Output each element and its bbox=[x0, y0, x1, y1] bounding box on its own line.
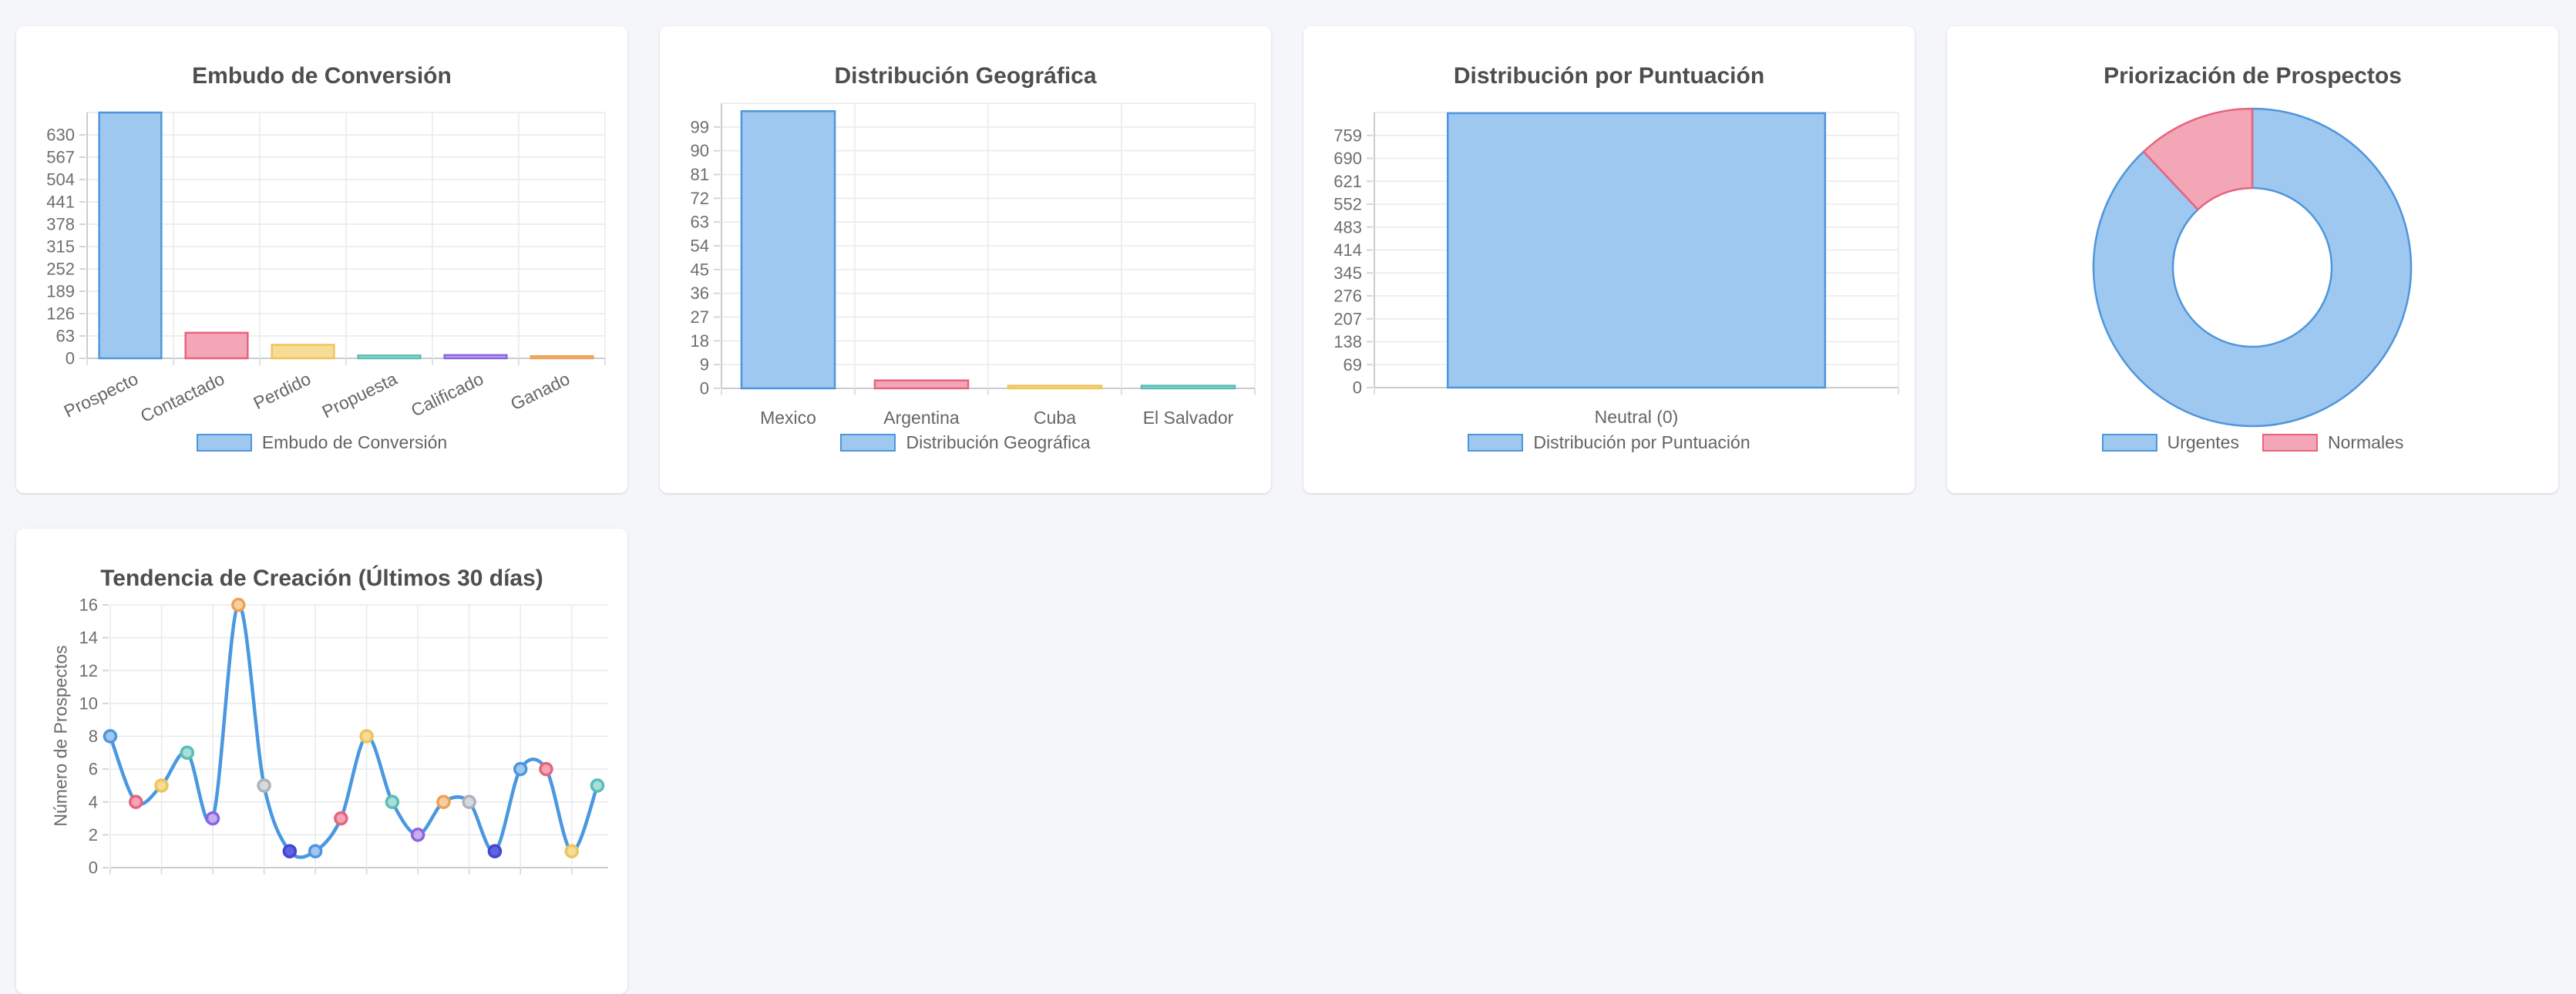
svg-text:552: 552 bbox=[1333, 195, 1362, 214]
creation-trend-chart-canvas[interactable]: 0 2 4 6 8 10 12 14 16 bbox=[16, 529, 627, 994]
charts-row-top: Embudo de Conversión 0 63 126 189 252 315 378 4… bbox=[16, 26, 2558, 493]
svg-text:0: 0 bbox=[89, 858, 98, 878]
legend-item[interactable]: Distribución por Puntuación bbox=[1468, 432, 1750, 453]
svg-text:Argentina: Argentina bbox=[883, 408, 960, 428]
creation-trend-card: Tendencia de Creación (Últimos 30 días) … bbox=[16, 529, 627, 994]
chart-legend: Distribución por Puntuación bbox=[1303, 432, 1915, 453]
svg-text:759: 759 bbox=[1333, 126, 1362, 145]
chart-legend: Urgentes Normales bbox=[1947, 432, 2558, 453]
svg-text:Calificado: Calificado bbox=[408, 368, 486, 421]
svg-text:63: 63 bbox=[691, 213, 709, 232]
svg-text:Contactado: Contactado bbox=[137, 368, 227, 426]
svg-text:36: 36 bbox=[691, 284, 709, 303]
svg-text:99: 99 bbox=[691, 117, 709, 136]
y-axis-title: Número de Prospectos bbox=[50, 645, 71, 827]
geographic-distribution-card: Distribución Geográfica 0 9 18 27 36 45 54 63 72… bbox=[660, 26, 1271, 493]
svg-text:8: 8 bbox=[89, 727, 98, 746]
legend-swatch bbox=[2101, 434, 2157, 452]
legend-label: Distribución Geográfica bbox=[906, 432, 1091, 452]
svg-text:138: 138 bbox=[1333, 332, 1362, 351]
svg-text:Propuesta: Propuesta bbox=[319, 368, 401, 421]
chart-title: Tendencia de Creación (Últimos 30 días) bbox=[100, 566, 543, 591]
svg-text:45: 45 bbox=[691, 260, 709, 279]
svg-text:27: 27 bbox=[691, 307, 709, 327]
svg-text:Prospecto: Prospecto bbox=[61, 368, 141, 421]
svg-text:72: 72 bbox=[691, 189, 709, 208]
svg-text:10: 10 bbox=[79, 693, 98, 713]
prospect-priority-donut-canvas[interactable] bbox=[1947, 26, 2558, 493]
svg-text:6: 6 bbox=[89, 760, 98, 779]
legend-label: Normales bbox=[2327, 432, 2404, 452]
svg-text:567: 567 bbox=[46, 148, 75, 167]
svg-text:12: 12 bbox=[79, 661, 98, 680]
legend-item-urgentes[interactable]: Urgentes bbox=[2101, 432, 2239, 453]
chart-title: Embudo de Conversión bbox=[192, 63, 452, 89]
svg-text:63: 63 bbox=[56, 327, 75, 346]
legend-swatch bbox=[2262, 434, 2318, 452]
chart-legend: Embudo de Conversión bbox=[16, 432, 627, 453]
svg-text:345: 345 bbox=[1333, 264, 1362, 283]
svg-text:El Salvador: El Salvador bbox=[1143, 408, 1234, 428]
svg-text:315: 315 bbox=[46, 237, 75, 257]
conversion-funnel-chart-canvas[interactable]: 063126189252315378441504567630ProspectoC… bbox=[16, 26, 627, 493]
chart-title: Distribución Geográfica bbox=[834, 63, 1097, 89]
svg-text:483: 483 bbox=[1333, 217, 1362, 237]
chart-title: Distribución por Puntuación bbox=[1453, 63, 1765, 89]
legend-label: Urgentes bbox=[2167, 432, 2239, 452]
svg-text:16: 16 bbox=[79, 596, 98, 615]
legend-item[interactable]: Embudo de Conversión bbox=[196, 432, 448, 453]
svg-text:18: 18 bbox=[691, 331, 709, 351]
svg-text:Cuba: Cuba bbox=[1034, 408, 1076, 428]
chart-title: Priorización de Prospectos bbox=[2104, 63, 2402, 89]
svg-text:189: 189 bbox=[46, 282, 75, 301]
svg-text:276: 276 bbox=[1333, 287, 1362, 306]
svg-text:14: 14 bbox=[79, 628, 98, 647]
legend-swatch bbox=[840, 434, 896, 452]
svg-text:0: 0 bbox=[700, 379, 709, 398]
svg-text:504: 504 bbox=[46, 170, 75, 190]
svg-text:2: 2 bbox=[89, 825, 98, 845]
svg-text:Perdido: Perdido bbox=[251, 368, 314, 413]
svg-text:207: 207 bbox=[1333, 309, 1362, 328]
svg-text:0: 0 bbox=[1353, 378, 1362, 398]
svg-text:441: 441 bbox=[46, 193, 75, 212]
svg-text:69: 69 bbox=[1343, 355, 1362, 374]
chart-legend: Distribución Geográfica bbox=[660, 432, 1271, 453]
svg-text:Ganado: Ganado bbox=[507, 368, 573, 414]
conversion-funnel-card: Embudo de Conversión 0 63 126 189 252 315 378 4… bbox=[16, 26, 627, 493]
svg-text:9: 9 bbox=[700, 355, 709, 374]
legend-swatch bbox=[196, 434, 252, 452]
svg-text:81: 81 bbox=[691, 165, 709, 184]
svg-text:Mexico: Mexico bbox=[760, 408, 816, 428]
prospect-priority-card: Priorización de Prospectos Urgentes Norm… bbox=[1947, 26, 2558, 493]
legend-item-normales[interactable]: Normales bbox=[2262, 432, 2403, 453]
svg-text:Neutral (0): Neutral (0) bbox=[1595, 407, 1679, 427]
svg-text:630: 630 bbox=[46, 126, 75, 145]
svg-text:414: 414 bbox=[1333, 240, 1362, 260]
charts-row-bottom: Tendencia de Creación (Últimos 30 días) … bbox=[16, 529, 627, 994]
svg-text:252: 252 bbox=[46, 260, 75, 279]
svg-text:126: 126 bbox=[46, 304, 75, 324]
svg-text:621: 621 bbox=[1333, 172, 1362, 191]
legend-item[interactable]: Distribución Geográfica bbox=[840, 432, 1091, 453]
svg-text:4: 4 bbox=[89, 792, 98, 811]
svg-text:378: 378 bbox=[46, 215, 75, 234]
svg-text:690: 690 bbox=[1333, 149, 1362, 168]
legend-swatch bbox=[1468, 434, 1524, 452]
geographic-distribution-chart-canvas[interactable]: 0 9 18 27 36 45 54 63 72 81 90 99 Mexico Argentina Cub… bbox=[660, 26, 1271, 493]
svg-text:54: 54 bbox=[691, 237, 709, 256]
svg-text:90: 90 bbox=[691, 141, 709, 160]
score-distribution-card: Distribución por Puntuación 0 69 138 207 276… bbox=[1303, 26, 1915, 493]
legend-label: Distribución por Puntuación bbox=[1533, 432, 1750, 452]
svg-text:0: 0 bbox=[66, 349, 75, 368]
score-distribution-chart-canvas[interactable]: 0 69 138 207 276 345 414 483 552 621 690 759 Neutral… bbox=[1303, 26, 1915, 493]
legend-label: Embudo de Conversión bbox=[261, 432, 448, 452]
